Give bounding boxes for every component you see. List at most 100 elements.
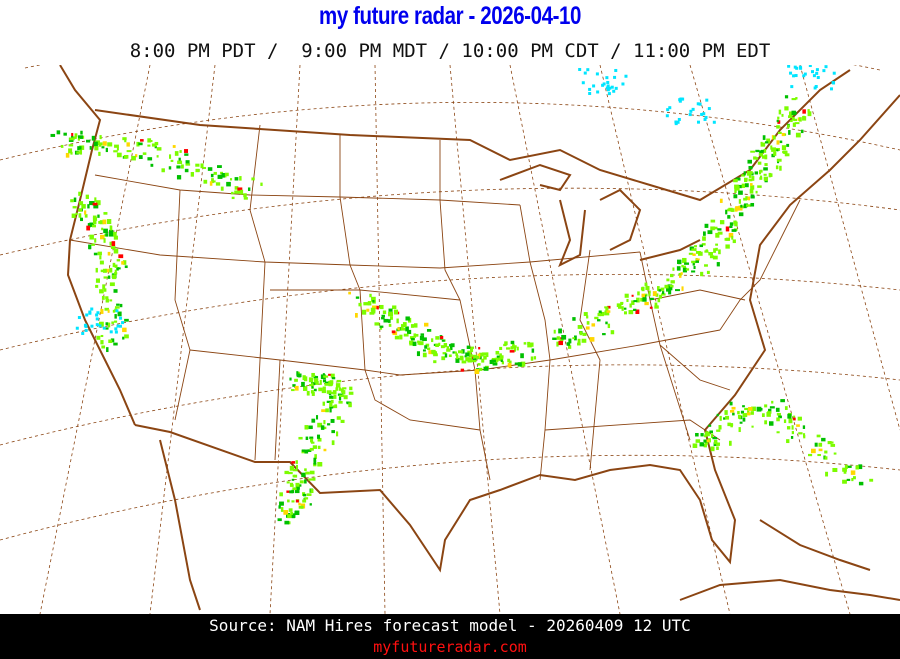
precip-cell [725,237,731,241]
precip-cell [510,340,515,345]
snow-cell [119,316,123,320]
precip-cell [620,302,624,306]
precip-cell [179,150,182,153]
precip-cell [737,414,742,419]
precip-cell [807,111,812,117]
precip-cell [92,217,98,221]
precip-cell [77,146,82,151]
precip-cell [300,505,304,509]
precip-cell [833,452,837,455]
snow-cell [610,85,614,89]
precip-cell [366,308,370,312]
precip-cell [556,336,560,340]
snow-cell [696,102,700,106]
snow-cell [698,102,702,106]
snow-cell [607,92,611,96]
precip-cell [433,360,437,364]
precip-cell [78,213,82,218]
precip-cell [738,427,741,433]
precip-cell [236,190,241,194]
precip-cell [693,265,696,270]
precip-cell [168,166,172,170]
site-link[interactable]: myfutureradar.com [373,638,527,656]
snow-cell [84,328,88,332]
precip-cell [510,346,514,350]
precip-cell [716,429,721,432]
precip-cell [740,204,743,208]
precip-cell [383,318,389,323]
precip-cell [790,119,793,123]
precip-cell [633,300,638,303]
precip-cell [296,371,299,376]
precip-cell [706,439,710,443]
precip-cell [746,170,750,176]
precip-cell [623,307,627,310]
precip-cell [121,261,125,265]
precip-cell [760,149,764,153]
precip-cell [343,395,348,400]
precip-cell [681,286,684,291]
precip-cell [328,383,333,387]
precip-cell [112,262,116,268]
snow-cell [581,81,585,85]
precip-cell [618,306,622,309]
precip-cell [210,173,214,178]
precip-cell [513,346,516,352]
precip-cell [295,460,298,464]
precip-cell [180,164,184,169]
precip-cell [670,280,675,284]
precip-cell [126,150,132,153]
snow-cell [85,313,89,317]
precip-cell [744,178,748,183]
precip-cell [65,152,70,158]
precip-cell [72,206,77,209]
precip-cell [101,345,106,349]
precip-cell [314,454,317,460]
precip-cell [735,177,741,181]
precip-cell [709,255,714,259]
precip-cell [367,301,372,306]
precip-cell [735,206,739,211]
precip-cell [113,289,118,293]
precip-cell [156,147,162,151]
precip-cell [71,132,74,138]
precip-cell [616,303,622,308]
precip-cell [695,259,700,263]
precip-cell [336,379,342,383]
precip-cell [793,118,798,122]
precip-cell [763,176,769,181]
precip-cell [668,290,672,295]
precip-cell [755,157,759,160]
precip-cell [716,413,719,417]
precip-cell [321,390,327,394]
precip-cell [105,233,109,237]
precip-cell [312,445,317,449]
precip-cell [729,225,733,229]
precip-cell [79,201,84,206]
precip-cell [402,322,407,328]
precip-cell [114,144,119,148]
precip-cell [685,268,690,271]
precip-cell [287,471,293,475]
precip-cell [708,424,712,427]
precip-cell [405,326,409,332]
precip-cell [750,202,755,207]
precip-cell [431,338,434,343]
precip-cell [606,310,611,313]
precip-cell [387,319,391,323]
precip-cell [486,352,489,358]
snow-cell [612,89,616,93]
precip-cell [336,431,339,437]
precip-cell [694,245,697,248]
precip-cell [111,246,116,250]
precip-cell [506,347,511,350]
precip-cell [298,502,301,506]
precip-cell [776,125,780,129]
precip-cell [734,188,737,193]
precip-cell [678,272,682,276]
precip-cell [89,234,94,240]
precip-cell [147,157,153,161]
precip-cell [89,222,95,227]
precip-cell [86,139,91,143]
precip-cell [751,425,754,428]
